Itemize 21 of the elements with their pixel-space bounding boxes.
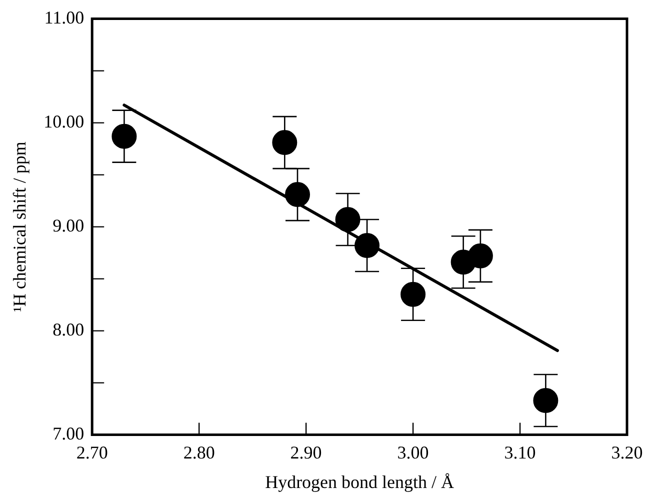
y-axis-title: ¹H chemical shift / ppm [10, 142, 30, 312]
point [354, 233, 380, 258]
y-tick-label: 7.00 [52, 424, 84, 444]
point [112, 124, 137, 149]
x-tick-label: 3.10 [504, 442, 536, 462]
point [285, 182, 310, 208]
x-axis-title: Hydrogen bond length / Å [265, 472, 454, 492]
point [272, 130, 298, 156]
x-tick-label: 3.20 [611, 442, 643, 462]
y-tick-label: 8.00 [52, 320, 84, 340]
x-tick-label: 2.70 [76, 442, 108, 462]
x-tick-label: 2.90 [290, 442, 322, 462]
point [335, 207, 360, 232]
point [533, 388, 558, 413]
y-tick-label: 9.00 [52, 216, 84, 236]
point [400, 282, 426, 307]
y-tick-label: 10.00 [44, 112, 84, 132]
point [468, 243, 493, 268]
x-tick-label: 3.00 [397, 442, 429, 462]
x-tick-label: 2.80 [183, 442, 215, 462]
y-tick-label: 11.00 [44, 8, 84, 28]
